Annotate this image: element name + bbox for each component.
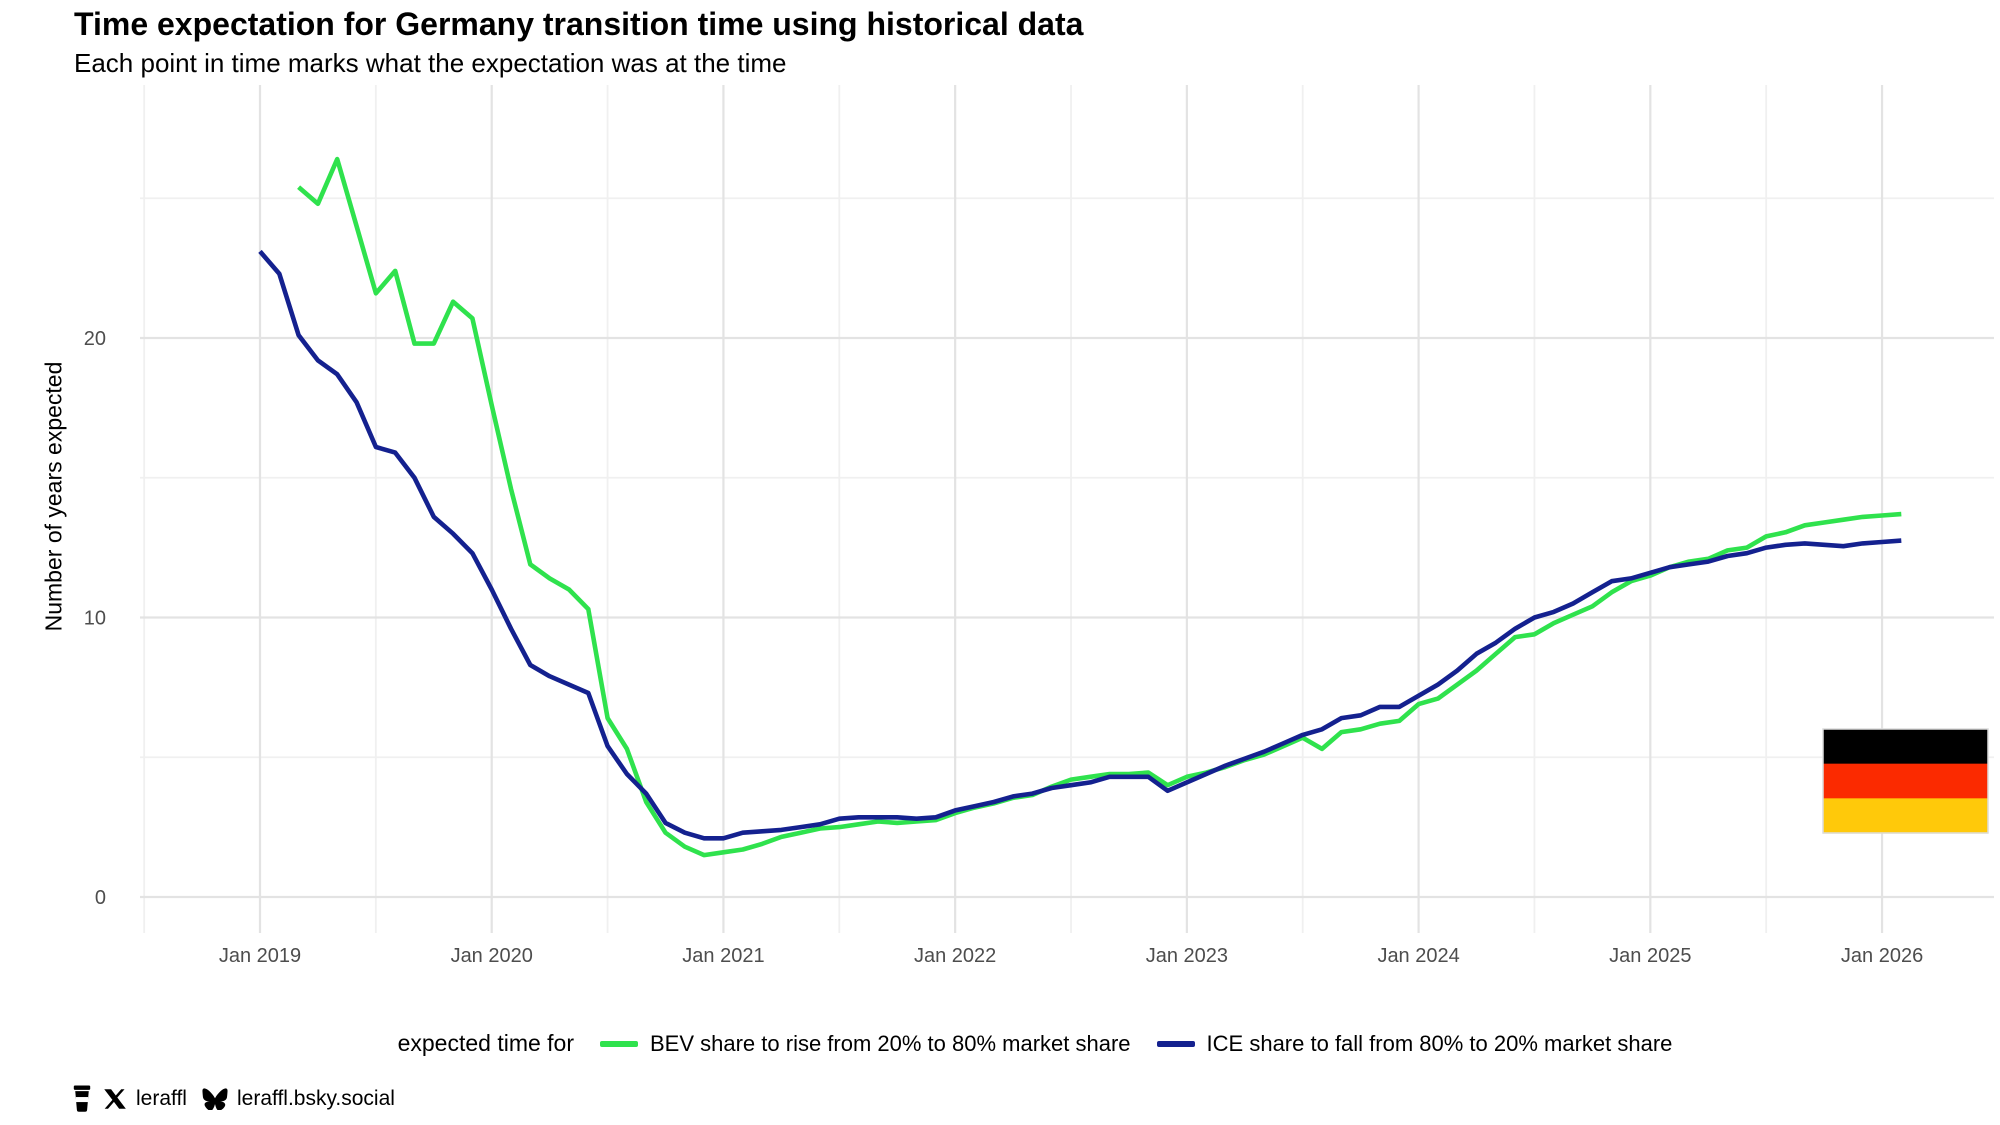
chart-subtitle: Each point in time marks what the expect… bbox=[74, 48, 787, 78]
legend-entry-bev: BEV share to rise from 20% to 80% market… bbox=[600, 1031, 1131, 1057]
footer: leraffl leraffl.bsky.social bbox=[70, 1085, 395, 1112]
twitter-handle: leraffl bbox=[136, 1086, 187, 1110]
legend-title: expected time for bbox=[397, 1030, 574, 1056]
bluesky-handle: leraffl.bsky.social bbox=[236, 1086, 395, 1110]
plot-canvas: Jan 2019 Jan 2020 Jan 2021 Jan 2022 Jan 2023… bbox=[84, 85, 1994, 967]
germany-flag-border bbox=[1822, 728, 1989, 834]
x-axis-tick-label: Jan 2020 bbox=[451, 945, 533, 967]
x-axis-tick-label: Jan 2023 bbox=[1146, 945, 1228, 967]
x-axis-tick-label: Jan 2021 bbox=[682, 945, 764, 967]
chart-title: Time expectation for Germany transition … bbox=[74, 6, 1084, 42]
ice-line bbox=[258, 249, 1902, 841]
bluesky-butterfly-icon bbox=[202, 1087, 228, 1110]
x-axis-tick-label: Jan 2022 bbox=[914, 945, 996, 967]
bev-legend-label: BEV share to rise from 20% to 80% market… bbox=[650, 1030, 1131, 1056]
x-axis-tick-label: Jan 2024 bbox=[1377, 945, 1459, 967]
x-axis-tick-label: Jan 2025 bbox=[1609, 945, 1691, 967]
legend-entry-ice: ICE share to fall from 80% to 20% market… bbox=[1156, 1030, 1673, 1057]
bev-line bbox=[297, 156, 1902, 858]
germany-flag-stripe bbox=[1823, 763, 1988, 799]
ice-legend-swatch bbox=[1156, 1040, 1195, 1047]
ice-legend-label: ICE share to fall from 80% to 20% market… bbox=[1206, 1030, 1673, 1056]
coffee-cup-icon bbox=[70, 1085, 94, 1112]
germany-flag-stripe bbox=[1823, 729, 1988, 765]
y-axis-tick-label: 10 bbox=[84, 608, 106, 630]
bev-legend-swatch bbox=[600, 1040, 638, 1047]
x-axis-tick-label: Jan 2019 bbox=[219, 945, 301, 967]
germany-flag-stripe bbox=[1823, 798, 1988, 834]
legend: expected time for BEV share to rise from… bbox=[35, 1030, 2000, 1057]
x-twitter-icon bbox=[103, 1087, 127, 1111]
y-axis-tick-label: 20 bbox=[84, 328, 106, 350]
y-axis-tick-label: 0 bbox=[95, 887, 106, 909]
x-axis-tick-label: Jan 2026 bbox=[1841, 945, 1923, 967]
